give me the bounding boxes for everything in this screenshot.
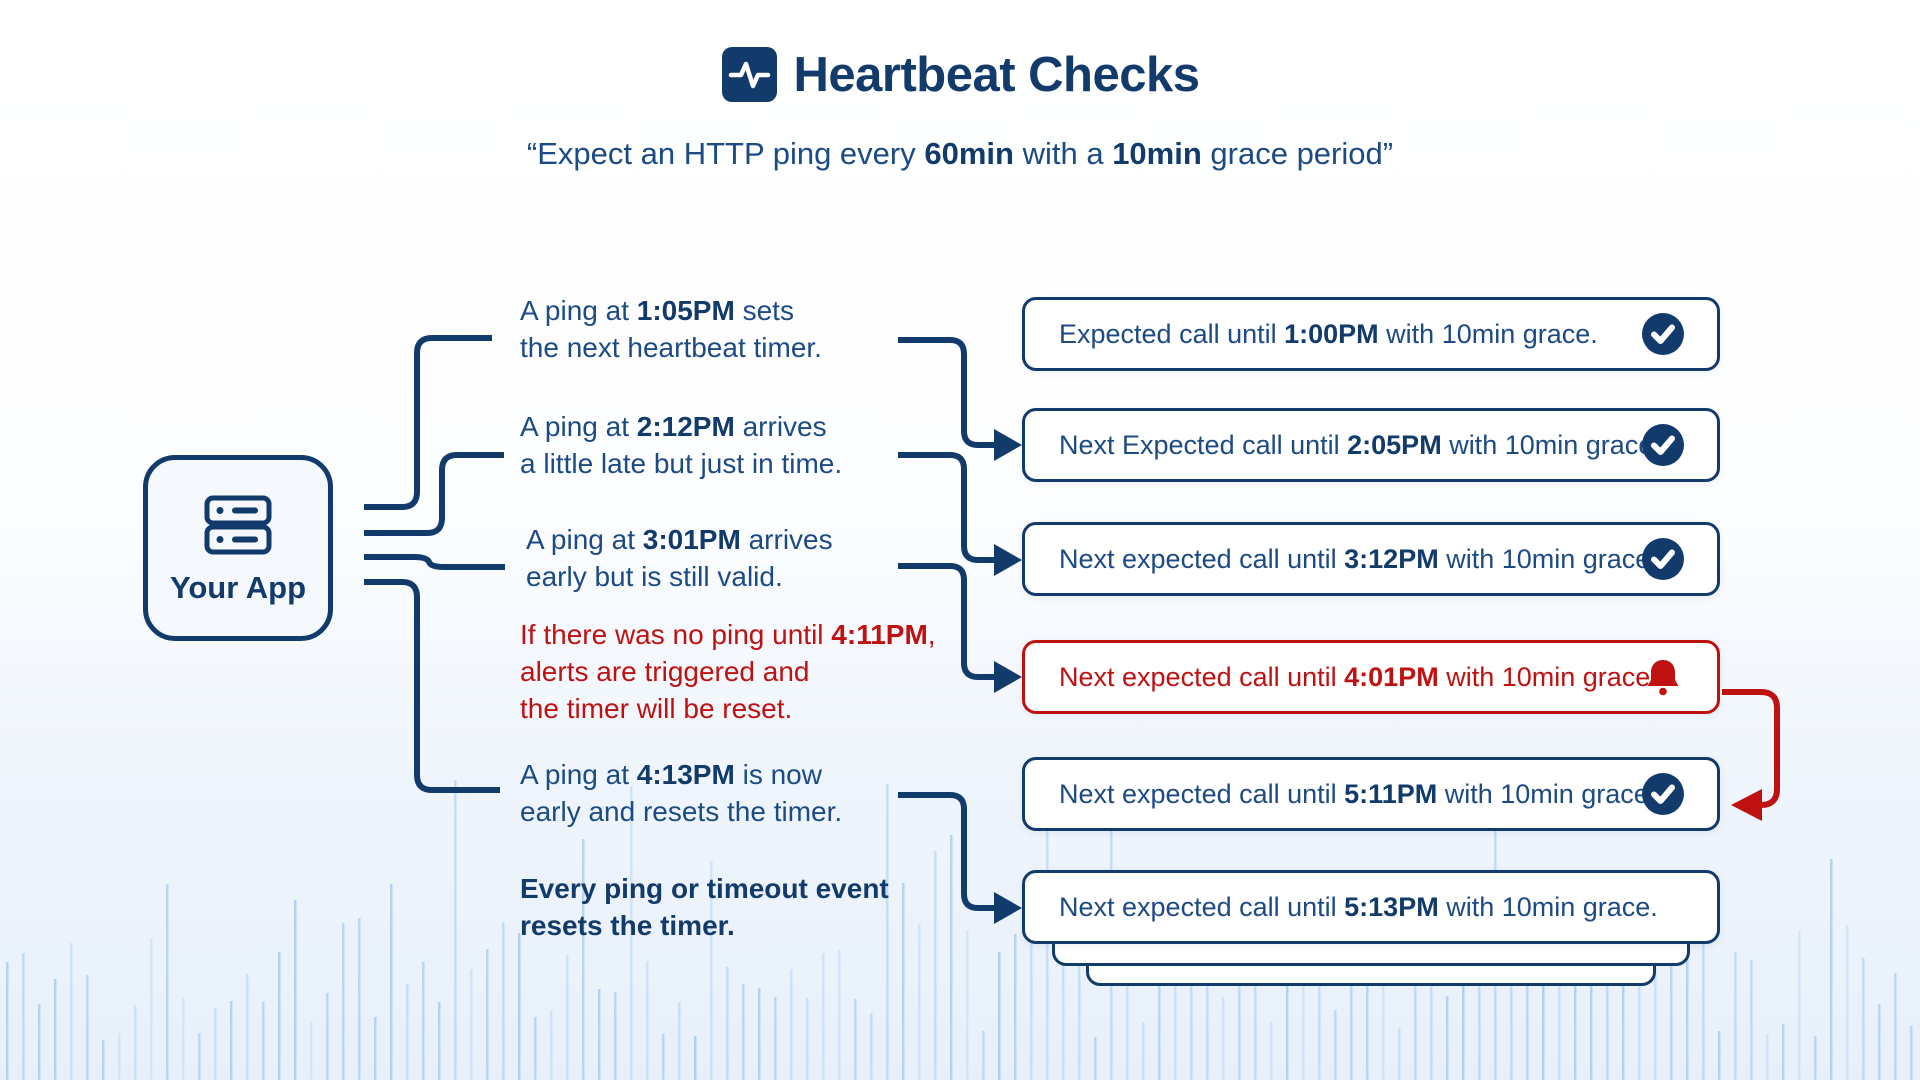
check-icon — [1642, 424, 1684, 466]
note-text: A ping at — [526, 524, 643, 555]
note-ping-105: A ping at 1:05PM sets the next heartbeat… — [520, 292, 822, 366]
note-ping-413: A ping at 4:13PM is now early and resets… — [520, 756, 842, 830]
note-text: arrives early but is still valid. — [526, 524, 833, 592]
event-text: Next Expected call until 2:05PM with 10m… — [1059, 429, 1661, 460]
event-text: Next expected call until 3:12PM with 10m… — [1059, 543, 1658, 574]
event-text: Next expected call until 5:11PM with 10m… — [1059, 778, 1657, 809]
note-text: A ping at — [520, 759, 637, 790]
bell-icon — [1647, 660, 1679, 696]
event-text: Next expected call until 4:01PM with 10m… — [1059, 661, 1658, 692]
pulse-icon — [721, 47, 777, 102]
event-box-1: Expected call until 1:00PM with 10min gr… — [1022, 297, 1720, 371]
note-ping-212: A ping at 2:12PM arrives a little late b… — [520, 408, 842, 482]
note-ping-301: A ping at 3:01PM arrives early but is st… — [526, 521, 833, 595]
note-time: 3:01PM — [642, 524, 741, 555]
note-text: arrives a little late but just in time. — [520, 411, 843, 479]
note-timeout-411: If there was no ping until 4:11PM, alert… — [520, 616, 936, 727]
note-time: 1:05PM — [636, 295, 735, 326]
note-text: A ping at — [520, 295, 637, 326]
note-text: sets the next heartbeat timer. — [520, 295, 822, 363]
event-text: Expected call until 1:00PM with 10min gr… — [1059, 318, 1598, 349]
page-title: Heartbeat Checks — [793, 47, 1200, 102]
check-icon — [1642, 773, 1684, 815]
subtitle-text: “Expect an HTTP ping every — [526, 136, 925, 171]
subtitle-interval: 60min — [924, 136, 1014, 171]
server-icon — [204, 495, 272, 555]
event-box-2: Next Expected call until 2:05PM with 10m… — [1022, 408, 1720, 482]
event-box-5: Next expected call until 5:11PM with 10m… — [1022, 757, 1720, 831]
your-app-label: Your App — [169, 570, 307, 605]
check-icon — [1642, 538, 1684, 580]
note-time: 4:11PM — [831, 619, 928, 650]
note-text: If there was no ping until — [520, 619, 832, 650]
event-box-3: Next expected call until 3:12PM with 10m… — [1022, 522, 1720, 596]
subtitle-grace: 10min — [1112, 136, 1202, 171]
header: Heartbeat Checks — [0, 46, 1920, 103]
note-summary: Every ping or timeout event resets the t… — [520, 873, 889, 941]
note-text: is now early and resets the timer. — [520, 759, 843, 827]
note-text: A ping at — [520, 411, 637, 442]
check-icon — [1642, 313, 1684, 355]
your-app-node: Your App — [143, 455, 333, 641]
subtitle-text: grace period” — [1201, 136, 1394, 171]
note-time: 4:13PM — [636, 759, 735, 790]
event-text: Next expected call until 5:13PM with 10m… — [1059, 891, 1658, 922]
page-subtitle: “Expect an HTTP ping every 60min with a … — [0, 136, 1920, 172]
note-text: , alerts are triggered and the timer wil… — [520, 619, 936, 724]
event-box-6: Next expected call until 5:13PM with 10m… — [1022, 870, 1720, 944]
event-box-4-alert: Next expected call until 4:01PM with 10m… — [1022, 640, 1720, 714]
note-time: 2:12PM — [636, 411, 735, 442]
subtitle-text: with a — [1013, 136, 1113, 171]
